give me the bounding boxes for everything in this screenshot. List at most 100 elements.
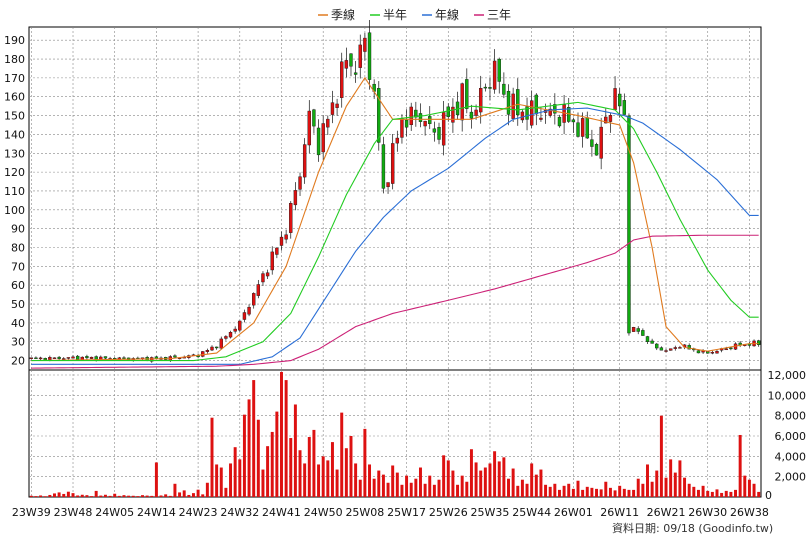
volume-bar	[289, 438, 293, 497]
volume-bar	[178, 492, 182, 497]
candle-body	[363, 37, 367, 52]
candle-body	[423, 120, 427, 127]
volume-bar	[757, 491, 761, 497]
candle-body	[729, 347, 733, 350]
volume-bar	[99, 495, 103, 497]
volume-bar	[312, 429, 316, 497]
candle-body	[219, 338, 223, 349]
price-tick-label: 60	[11, 279, 25, 292]
volume-tick-label: 8,000	[775, 410, 807, 423]
volume-bar	[553, 483, 557, 497]
volume-bar	[451, 470, 455, 497]
volume-bar	[534, 474, 538, 497]
volume-bar	[219, 467, 223, 497]
date-tick-label: 24W32	[220, 506, 259, 519]
candle-body	[377, 88, 381, 143]
date-tick-label: 24W41	[262, 506, 301, 519]
volume-bar	[729, 491, 733, 497]
volume-bar	[85, 495, 89, 497]
candle-body	[655, 343, 659, 349]
candle-body	[580, 118, 585, 137]
volume-bar	[131, 495, 135, 497]
date-tick-label: 23W39	[12, 506, 51, 519]
candle-body	[557, 116, 562, 127]
price-tick-label: 130	[4, 147, 25, 160]
volume-bar	[557, 489, 561, 497]
volume-bar	[43, 496, 47, 497]
candle-body	[367, 32, 372, 80]
volume-bar	[284, 380, 288, 497]
candle-body	[599, 126, 603, 159]
volume-bar	[317, 464, 321, 497]
candle-body	[474, 109, 478, 116]
volume-bar	[173, 483, 177, 497]
candle-body	[506, 90, 511, 115]
candle-body	[261, 273, 265, 283]
candle-body	[210, 346, 214, 351]
candle-body	[409, 106, 413, 126]
volume-bar	[460, 475, 464, 497]
candle-body	[553, 104, 557, 114]
candle-body	[358, 44, 362, 68]
candle-body	[460, 83, 464, 121]
volume-bar	[687, 483, 691, 497]
candle-body	[428, 116, 432, 124]
candle-body	[238, 320, 242, 331]
volume-bar	[57, 492, 61, 497]
volume-bar	[720, 492, 724, 497]
volume-bar	[330, 442, 334, 497]
volume-bar	[141, 495, 144, 497]
candle-body	[349, 53, 353, 67]
candle-body	[613, 88, 617, 110]
volume-bar	[706, 490, 710, 497]
volume-bar	[581, 489, 585, 497]
volume-bar	[678, 460, 682, 497]
volume-bar	[710, 491, 714, 497]
candle-body	[62, 358, 66, 360]
volume-bar	[576, 480, 580, 497]
candle-body	[228, 332, 233, 338]
candle-body	[321, 123, 325, 153]
price-panel	[28, 26, 762, 371]
candle-body	[103, 356, 108, 359]
volume-bar	[29, 495, 33, 497]
volume-bar	[664, 477, 668, 497]
volume-bar	[604, 481, 608, 497]
candle-body	[391, 143, 395, 184]
candle-body	[307, 110, 311, 146]
volume-bar	[488, 463, 492, 497]
candle-body	[233, 328, 237, 332]
volume-bar	[215, 464, 219, 497]
volume-bar	[71, 493, 75, 497]
volume-bar	[632, 489, 636, 497]
volume-bar	[307, 437, 311, 497]
volume-bar	[659, 415, 663, 497]
candle-body	[38, 357, 43, 360]
candle-body	[678, 347, 682, 349]
candle-body	[284, 234, 288, 240]
volume-bar	[94, 490, 98, 497]
date-tick-label: 26W38	[730, 506, 769, 519]
candle-body	[604, 116, 608, 124]
candle-body	[400, 118, 404, 138]
candle-body	[205, 349, 210, 352]
candle-body	[441, 112, 446, 146]
volume-bar	[335, 469, 339, 497]
candle-body	[344, 60, 349, 69]
volume-bar	[511, 468, 515, 497]
volume-bar	[641, 483, 645, 497]
volume-bar	[52, 493, 56, 497]
candle-body	[627, 115, 631, 334]
volume-bar	[252, 380, 256, 497]
candle-body	[404, 119, 409, 128]
volume-bar	[242, 414, 246, 497]
candle-body	[483, 86, 488, 89]
legend-label: 年線	[435, 7, 459, 22]
candle-body	[48, 357, 52, 360]
volume-bar	[539, 469, 543, 497]
price-tick-label: 150	[4, 110, 25, 123]
grid	[29, 27, 761, 497]
candle-body	[335, 103, 339, 108]
candle-body	[89, 356, 94, 359]
